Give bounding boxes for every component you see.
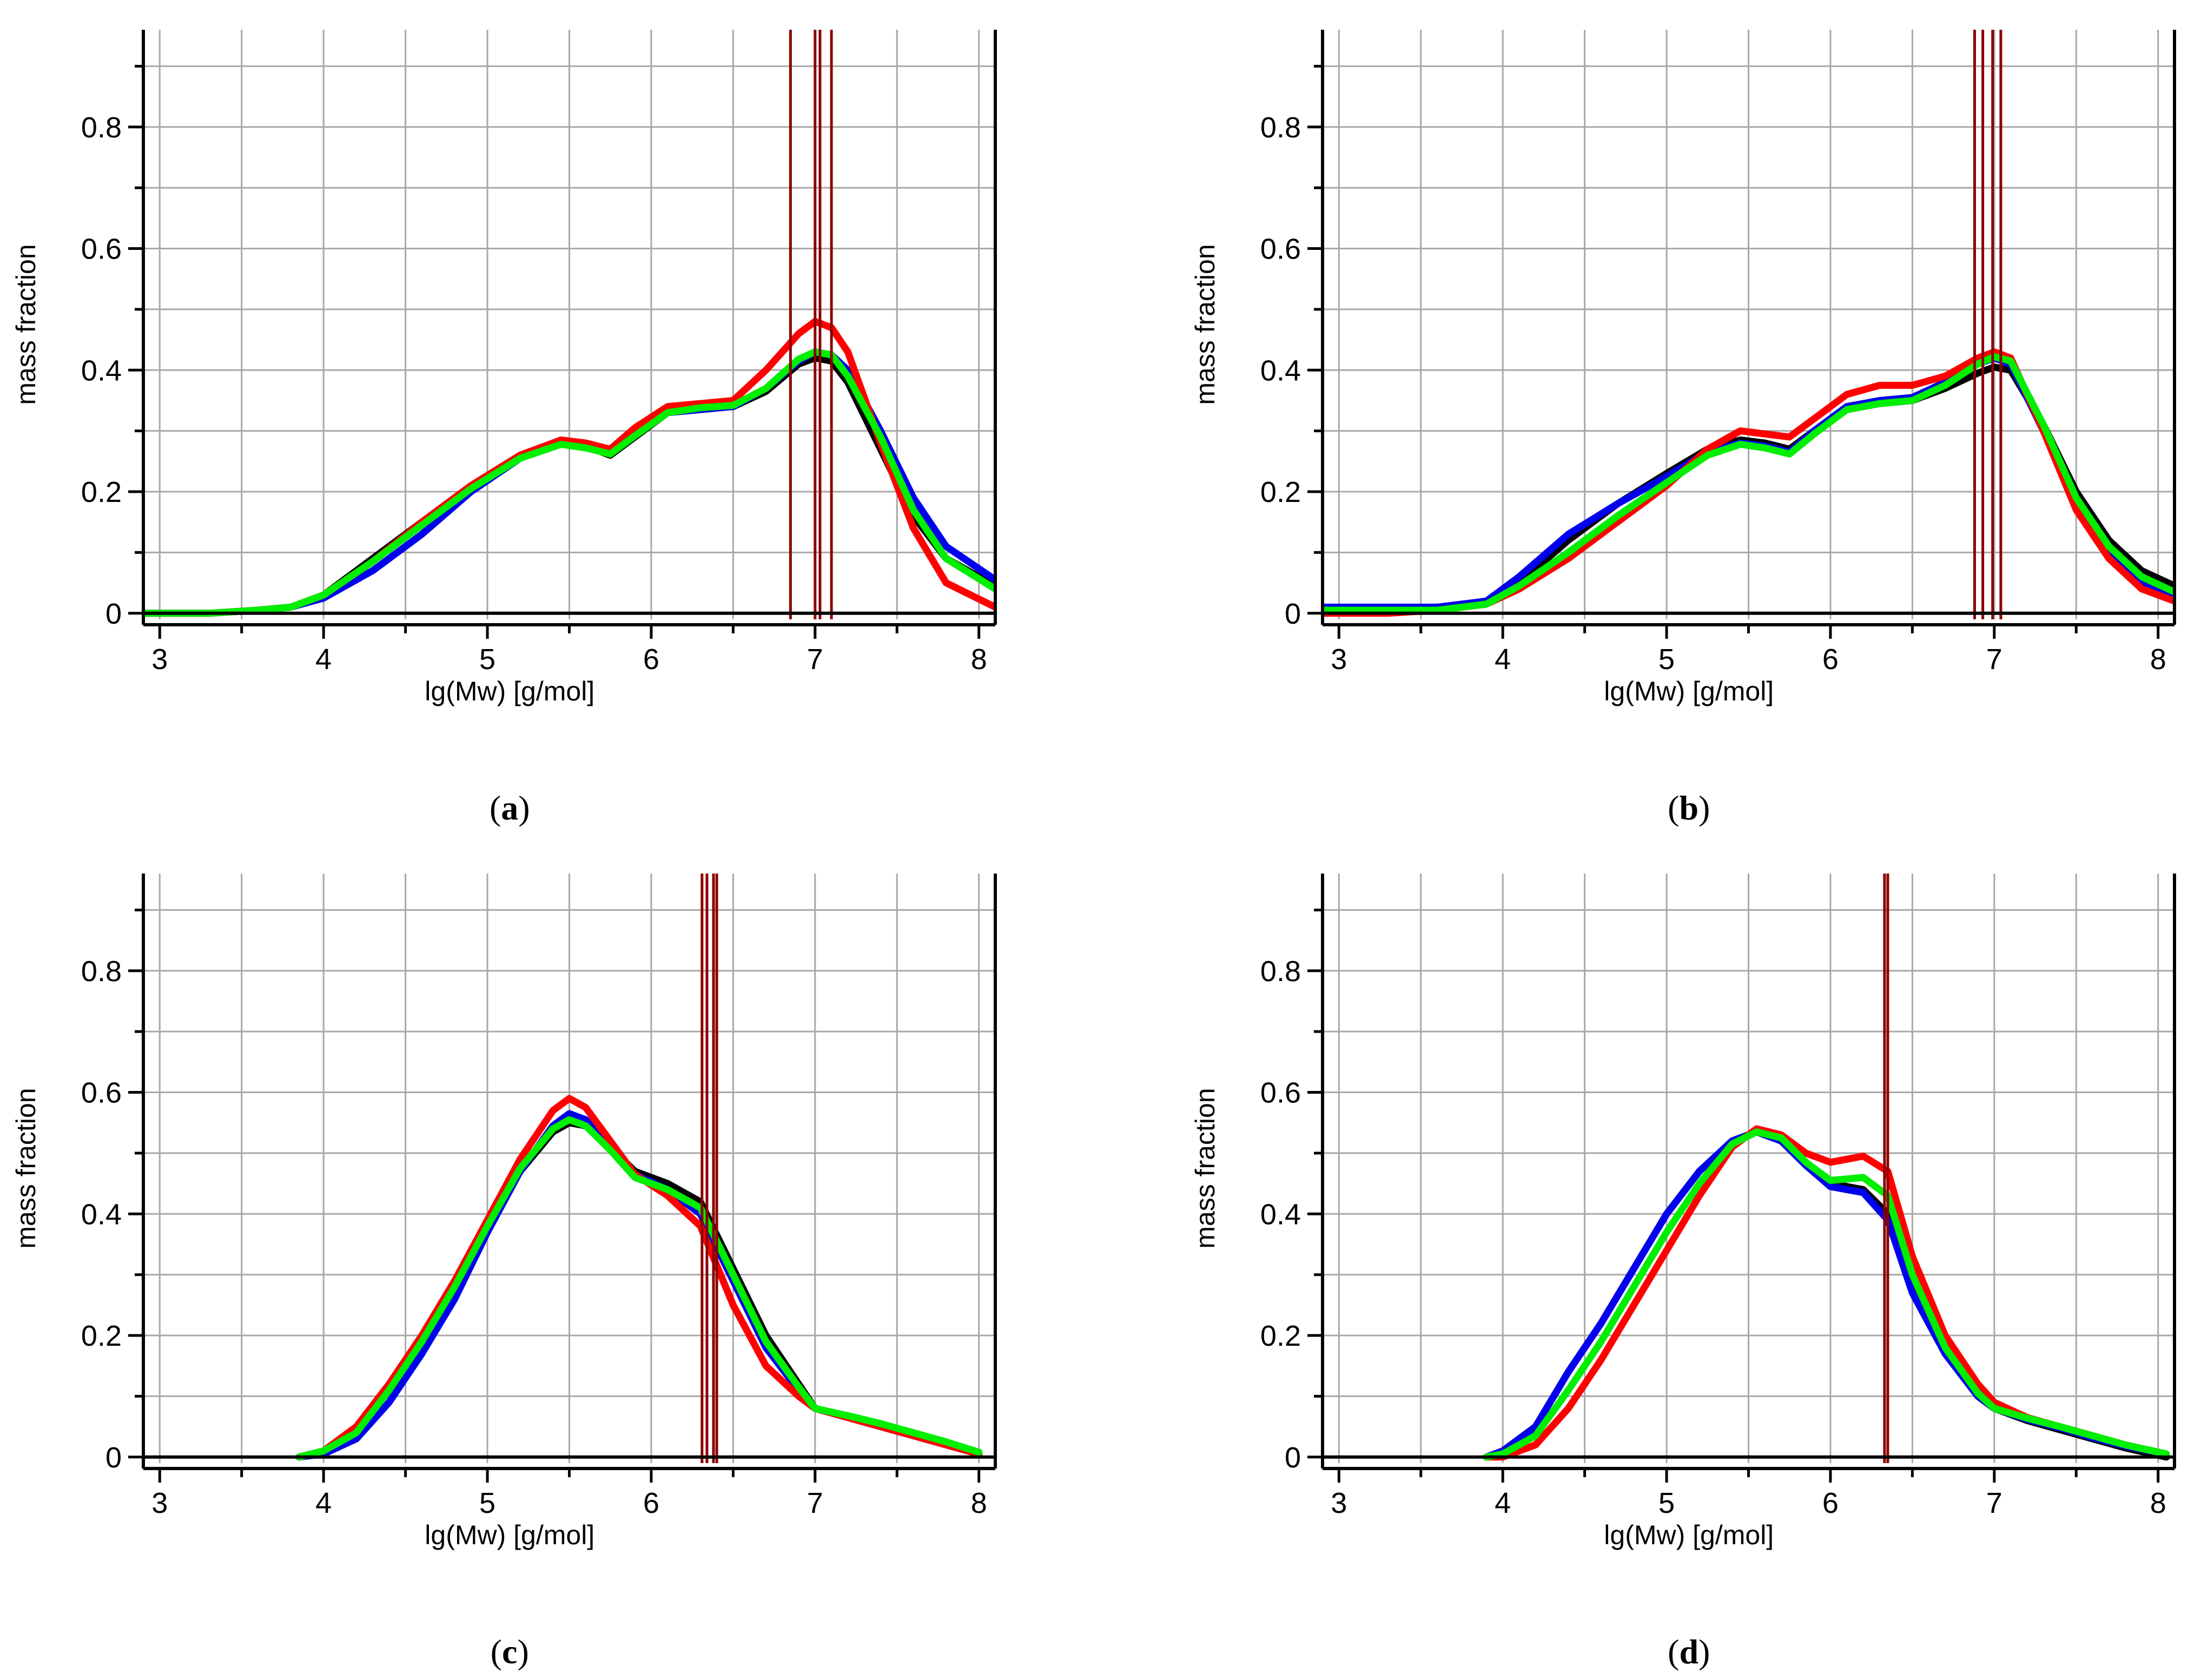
axes: 0 0.2 0.4 0.6 0.8 3 4 5 6 7 8 <box>81 30 997 676</box>
x-tick-label: 7 <box>807 1487 823 1519</box>
panel-label-close: ) <box>1698 789 1710 827</box>
x-tick-label: 4 <box>1495 643 1511 676</box>
x-tick-label: 6 <box>643 643 659 676</box>
x-tick-label: 8 <box>2150 1487 2166 1519</box>
x-tick-label: 4 <box>315 643 332 676</box>
series-group <box>1323 348 2174 617</box>
panel-label-open: ( <box>1668 789 1679 827</box>
grid <box>143 874 995 1463</box>
marker-lines <box>1973 30 2002 619</box>
panel-label: (d) <box>1668 1632 1710 1671</box>
panel-label: (c) <box>491 1632 529 1671</box>
x-tick-label: 6 <box>643 1487 659 1519</box>
x-tick-label: 7 <box>807 643 823 676</box>
panel-b: 0 0.2 0.4 0.6 0.8 3 4 5 6 7 8 lg(Mw) [g/mol] mass fr… <box>1190 30 2176 827</box>
y-tick-label: 0.8 <box>81 955 122 988</box>
y-tick-label: 0.2 <box>1260 476 1301 508</box>
y-axis-title: mass fraction <box>11 1088 41 1248</box>
grid <box>1323 30 2174 619</box>
axes: 0 0.2 0.4 0.6 0.8 3 4 5 6 7 8 <box>1260 874 2176 1519</box>
series-line-green <box>143 348 995 617</box>
y-tick-label: 0.8 <box>81 111 122 144</box>
x-tick-label: 5 <box>1658 1487 1675 1519</box>
panel-label-close: ) <box>518 789 530 827</box>
y-tick-label: 0.8 <box>1260 111 1301 144</box>
series-group <box>295 1095 983 1461</box>
panel-c: 0 0.2 0.4 0.6 0.8 3 4 5 6 7 8 lg(Mw) [g/mol] mass fr… <box>11 874 997 1671</box>
x-axis-title: lg(Mw) [g/mol] <box>425 1520 594 1550</box>
y-tick-label: 0.6 <box>1260 233 1301 266</box>
x-tick-label: 3 <box>151 1487 168 1519</box>
panel-label-letter: d <box>1679 1632 1698 1671</box>
series-group <box>1483 1125 2170 1461</box>
panel-a: 0 0.2 0.4 0.6 0.8 3 4 5 6 7 8 lg(Mw) [g/mol] mass fr… <box>11 30 997 827</box>
x-tick-label: 4 <box>315 1487 332 1519</box>
x-tick-label: 5 <box>1658 643 1675 676</box>
y-axis-title: mass fraction <box>11 244 41 405</box>
axes: 0 0.2 0.4 0.6 0.8 3 4 5 6 7 8 <box>81 874 997 1519</box>
x-tick-label: 7 <box>1986 643 2002 676</box>
x-tick-label: 4 <box>1495 1487 1511 1519</box>
marker-lines <box>789 30 833 619</box>
y-tick-label: 0.6 <box>81 233 122 266</box>
y-tick-label: 0.4 <box>1260 354 1301 387</box>
y-tick-label: 0 <box>105 1441 122 1474</box>
series-line-blue <box>295 1110 983 1461</box>
marker-lines <box>700 874 718 1463</box>
series-group <box>143 318 995 617</box>
panel-label-letter: b <box>1679 789 1698 827</box>
series-line-green <box>1483 1128 2170 1461</box>
panel-label-close: ) <box>1698 1632 1710 1671</box>
x-tick-label: 8 <box>2150 643 2166 676</box>
x-tick-label: 3 <box>1331 1487 1347 1519</box>
x-tick-label: 6 <box>1822 1487 1839 1519</box>
y-tick-label: 0.4 <box>1260 1198 1301 1231</box>
series-line-green <box>295 1116 983 1461</box>
y-tick-label: 0.4 <box>81 1198 122 1231</box>
panel-label: (a) <box>490 789 530 827</box>
panel-label-letter: c <box>502 1632 517 1671</box>
x-tick-label: 3 <box>151 643 168 676</box>
x-tick-label: 8 <box>971 1487 987 1519</box>
panel-label-open: ( <box>491 1632 502 1671</box>
y-tick-label: 0 <box>1285 598 1301 630</box>
grid <box>1323 874 2174 1463</box>
x-tick-label: 5 <box>479 1487 495 1519</box>
x-tick-label: 7 <box>1986 1487 2002 1519</box>
y-tick-label: 0.2 <box>81 1320 122 1352</box>
panel-d: 0 0.2 0.4 0.6 0.8 3 4 5 6 7 8 lg(Mw) [g/mol] mass fr… <box>1190 874 2176 1671</box>
y-tick-label: 0.2 <box>1260 1320 1301 1352</box>
marker-lines <box>1883 874 1889 1463</box>
y-tick-label: 0 <box>105 598 122 630</box>
panel-label-open: ( <box>490 789 501 827</box>
y-tick-label: 0.2 <box>81 476 122 508</box>
x-tick-label: 5 <box>479 643 495 676</box>
panel-label-letter: a <box>501 789 518 827</box>
x-axis-title: lg(Mw) [g/mol] <box>425 676 594 706</box>
grid <box>143 30 995 619</box>
x-axis-title: lg(Mw) [g/mol] <box>1604 1520 1774 1550</box>
panel-label: (b) <box>1668 789 1710 827</box>
panel-label-close: ) <box>517 1632 528 1671</box>
y-axis-title: mass fraction <box>1190 1088 1220 1248</box>
y-tick-label: 0.6 <box>1260 1077 1301 1109</box>
x-axis-title: lg(Mw) [g/mol] <box>1604 676 1774 706</box>
panel-label-open: ( <box>1668 1632 1679 1671</box>
y-tick-label: 0 <box>1285 1441 1301 1474</box>
series-line-green <box>1323 353 2174 614</box>
y-tick-label: 0.8 <box>1260 955 1301 988</box>
axes: 0 0.2 0.4 0.6 0.8 3 4 5 6 7 8 <box>1260 30 2176 676</box>
x-tick-label: 3 <box>1331 643 1347 676</box>
y-tick-label: 0.6 <box>81 1077 122 1109</box>
series-line-red <box>295 1095 983 1461</box>
y-axis-title: mass fraction <box>1190 244 1220 405</box>
x-tick-label: 6 <box>1822 643 1839 676</box>
y-tick-label: 0.4 <box>81 354 122 387</box>
x-tick-label: 8 <box>971 643 987 676</box>
